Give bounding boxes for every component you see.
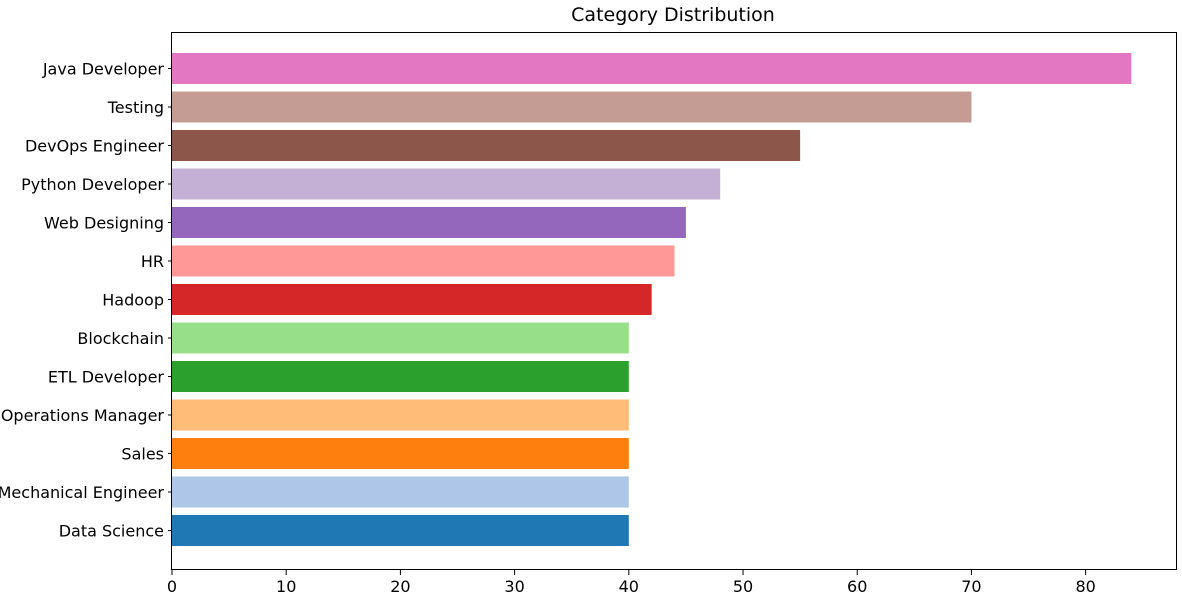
bar-etl-developer [172,361,629,392]
y-tick-label: DevOps Engineer [25,137,164,156]
x-tick-label: 70 [961,577,981,596]
bar-blockchain [172,322,629,354]
bar-python-developer [172,168,721,200]
y-tick-label: ETL Developer [48,368,165,387]
chart-title: Category Distribution [571,4,775,26]
y-tick-label: Mechanical Engineer [0,483,164,502]
bar-devops-engineer [172,130,801,161]
x-tick-label: 40 [619,577,639,596]
y-tick-labels: Data Science Mechanical Engineer Sales Oper… [0,60,172,541]
y-tick-label: Java Developer [42,60,165,79]
y-tick-label: Blockchain [77,329,164,348]
x-tick-label: 10 [276,577,296,596]
bar-sales [172,438,629,469]
x-tick-label: 50 [733,577,753,596]
x-tick-label: 30 [504,577,524,596]
plot-frame [171,32,1177,570]
x-tick-label: 20 [390,577,410,596]
bar-java-developer [172,53,1132,84]
y-tick-label: Testing [107,98,164,117]
y-tick-label: Sales [121,445,164,464]
y-tick-label: Python Developer [21,175,164,194]
y-tick-label: Hadoop [102,291,164,310]
y-tick-label: Web Designing [44,214,164,233]
bar-mechanical-engineer [172,476,629,508]
bars-group [172,53,1132,546]
x-tick-label: 60 [847,577,867,596]
x-tick-label: 0 [167,577,177,596]
bar-testing [172,91,972,123]
bar-web-designing [172,207,686,238]
bar-hr [172,245,675,277]
y-tick-label: Data Science [59,522,164,541]
y-tick-label: HR [141,252,164,271]
y-tick-label: Operations Manager [1,406,165,425]
bar-data-science [172,515,629,546]
bar-hadoop [172,284,652,315]
bar-operations-manager [172,399,629,431]
x-tick-label: 80 [1075,577,1095,596]
x-axis: 0 10 20 30 40 50 60 70 80 [167,570,1096,596]
